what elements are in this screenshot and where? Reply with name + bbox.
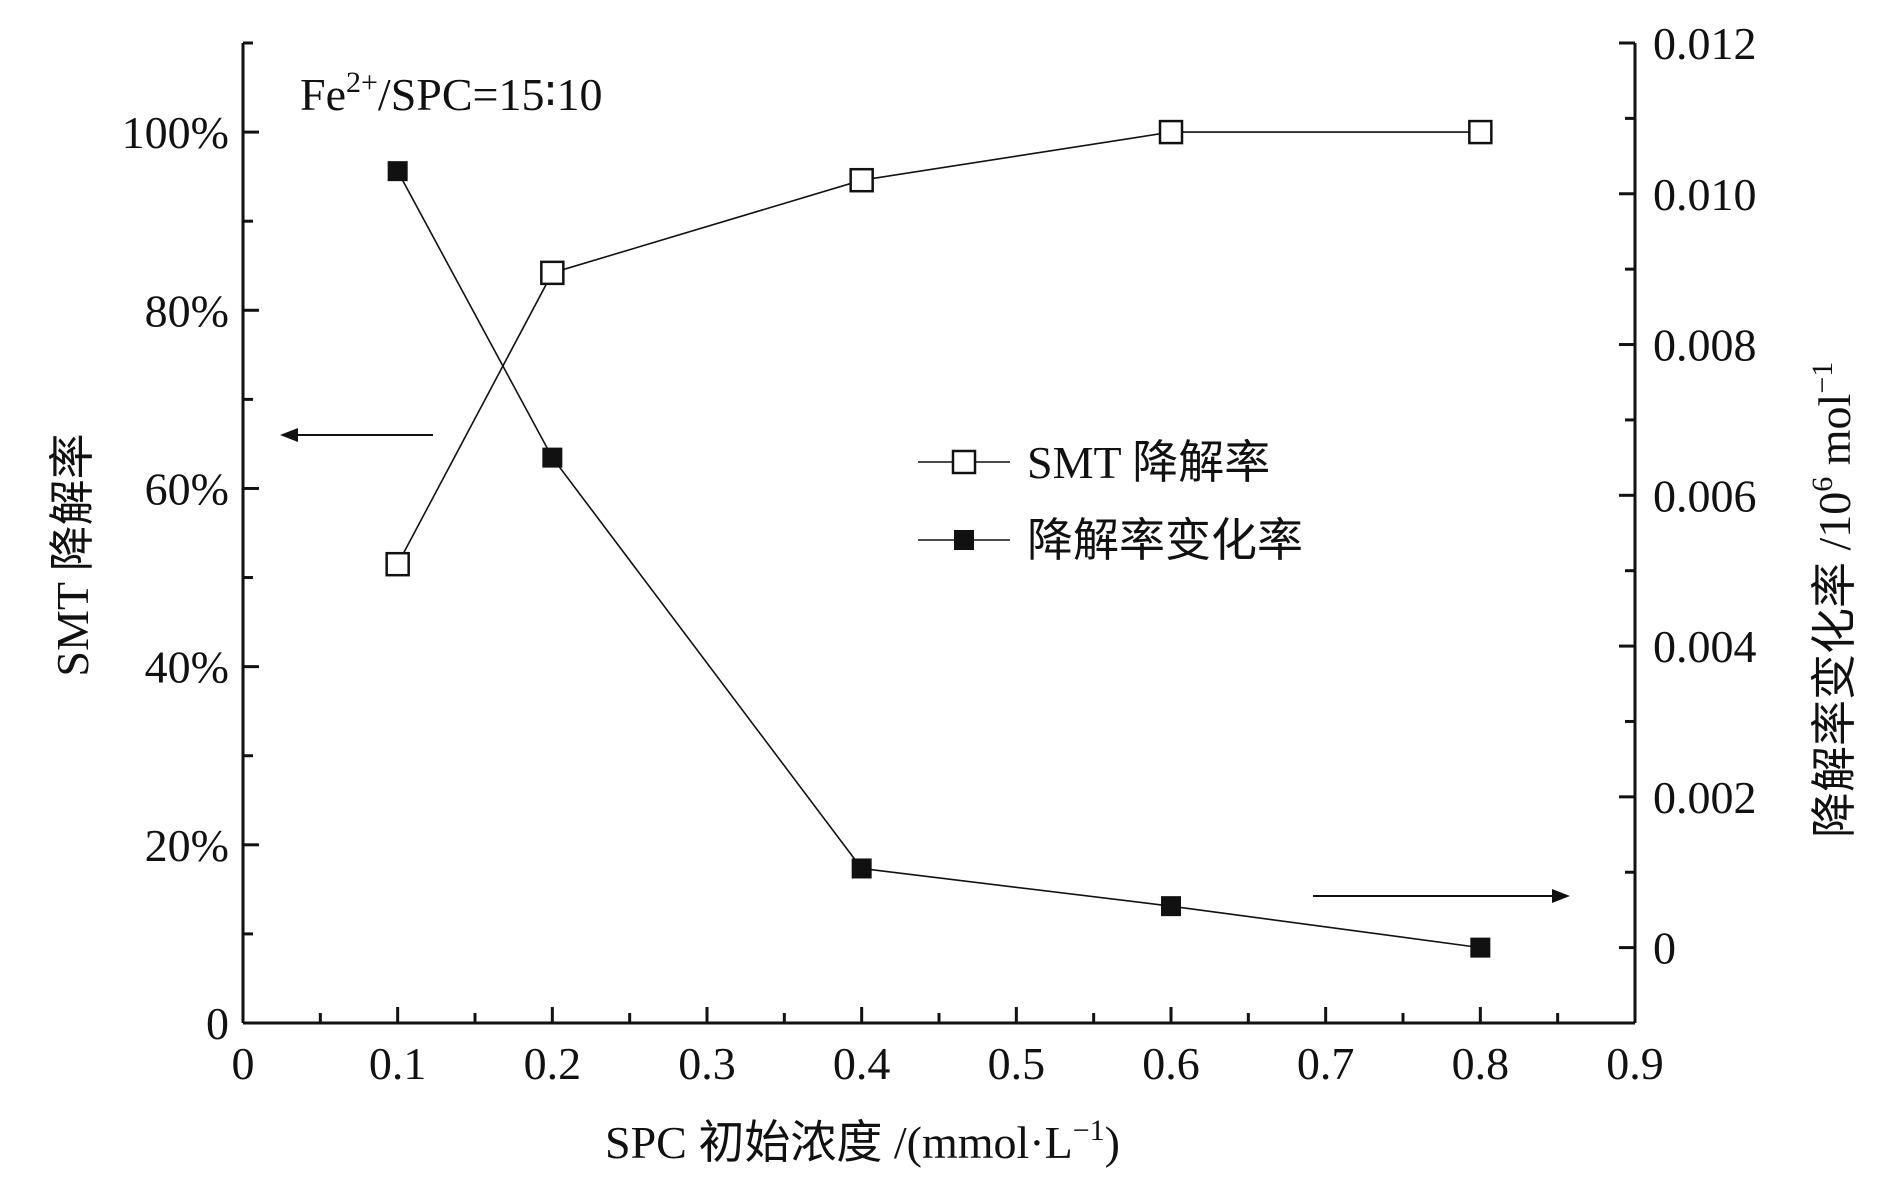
right-pointer-arrow (1313, 889, 1570, 903)
smt-rate-point (1468, 119, 1493, 145)
y-right-axis-label-main: 降解率变化率 /10 (1809, 492, 1860, 838)
annotation-sup: 2+ (346, 66, 378, 99)
y-left-tick-label: 0 (206, 998, 229, 1049)
x-tick-label: 0.4 (833, 1038, 891, 1089)
annotation: Fe2+/SPC=15∶10 (300, 66, 602, 120)
legend-smt-rate-label: SMT 降解率 (1027, 437, 1270, 488)
smt-rate-point (385, 551, 410, 577)
rate-change-point (851, 858, 872, 879)
x-tick-label: 0.2 (524, 1038, 582, 1089)
smt-rate-point (1158, 119, 1184, 145)
x-axis-label-close: ) (1105, 1117, 1120, 1168)
x-tick-label: 0.7 (1297, 1038, 1355, 1089)
y-left-tick-label: 40% (145, 642, 229, 693)
rate-change-point (1470, 937, 1491, 958)
legend-rate-change-marker (954, 530, 974, 550)
x-tick-label: 0.3 (678, 1038, 736, 1089)
annotation-rest: /SPC=15∶10 (378, 69, 603, 120)
x-tick-label: 0.6 (1142, 1038, 1200, 1089)
y-right-tick-label: 0.012 (1653, 18, 1757, 69)
y-right-tick-label: 0 (1653, 923, 1676, 974)
rate-change-point (542, 447, 563, 468)
axes: 0 0.1 0.2 0.3 0.4 0.5 0.6 0.7 0.8 0.9 0 20% 40% 60% 80… (122, 18, 1757, 1089)
x-tick-label: 0.8 (1452, 1038, 1510, 1089)
y-right-tick-label: 0.006 (1653, 470, 1757, 521)
y-right-axis-label-sup1: 6 (1806, 477, 1839, 492)
x-tick-label: 0.9 (1606, 1038, 1664, 1089)
smt-rate-series-line (396, 131, 1481, 565)
smt-rate-point (540, 260, 565, 286)
annotation-base: Fe (300, 69, 346, 120)
x-tick-label: 0 (232, 1038, 255, 1089)
y-left-axis-label: SMT 降解率 (47, 433, 98, 676)
x-tick-label: 0.5 (988, 1038, 1046, 1089)
x-axis-label-main: SPC 初始浓度 /(mmol·L (605, 1117, 1073, 1168)
y-right-tick-label: 0.004 (1653, 621, 1757, 672)
y-right-axis-label: 降解率变化率 /106 mol−1 (1806, 362, 1860, 838)
left-pointer-arrow (280, 428, 433, 442)
legend-smt-rate-marker (951, 449, 977, 475)
rate-change-point (1161, 896, 1181, 917)
x-axis-label-sup: −1 (1073, 1114, 1105, 1147)
series (385, 119, 1493, 958)
y-left-tick-label: 80% (145, 285, 229, 336)
rate-change-series-line (396, 170, 1481, 949)
y-right-tick-label: 0.008 (1653, 320, 1757, 371)
legend-rate-change-label: 降解率变化率 (1027, 515, 1303, 566)
rate-change-point (387, 161, 408, 182)
y-right-axis-label-unit: mol (1809, 394, 1860, 477)
y-left-tick-label: 100% (122, 107, 229, 158)
y-right-tick-label: 0.010 (1653, 169, 1757, 220)
y-right-axis-label-sup2: −1 (1806, 362, 1839, 394)
smt-rate-point (849, 167, 874, 193)
y-left-tick-label: 60% (145, 463, 229, 514)
x-axis-label: SPC 初始浓度 /(mmol·L−1) (605, 1114, 1120, 1168)
x-tick-label: 0.1 (369, 1038, 427, 1089)
y-right-tick-label: 0.002 (1653, 772, 1757, 823)
y-left-tick-label: 20% (145, 820, 229, 871)
